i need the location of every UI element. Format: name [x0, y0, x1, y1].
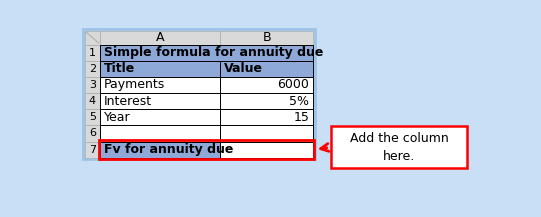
- Bar: [100, 44, 313, 61]
- Bar: [220, 93, 313, 109]
- Text: 4: 4: [89, 96, 96, 106]
- Bar: [220, 125, 313, 141]
- Text: Year: Year: [104, 111, 131, 124]
- Bar: [83, 29, 315, 159]
- Text: Add the column
here.: Add the column here.: [349, 132, 448, 163]
- Text: Interest: Interest: [104, 95, 152, 108]
- Text: 5%: 5%: [289, 95, 309, 108]
- Bar: [100, 125, 220, 141]
- Bar: [220, 141, 313, 158]
- Text: A: A: [156, 31, 164, 44]
- Text: Value: Value: [224, 62, 263, 75]
- Text: Simple formula for annuity due: Simple formula for annuity due: [104, 46, 324, 59]
- Text: B: B: [262, 31, 271, 44]
- Bar: [99, 140, 314, 159]
- Bar: [85, 44, 100, 61]
- Bar: [100, 31, 220, 44]
- Text: 2: 2: [89, 64, 96, 74]
- Text: 6000: 6000: [278, 78, 309, 91]
- Text: Title: Title: [104, 62, 135, 75]
- Text: 5: 5: [89, 112, 96, 122]
- Bar: [85, 77, 100, 93]
- Bar: [85, 109, 100, 125]
- Bar: [85, 61, 100, 77]
- Bar: [100, 61, 220, 77]
- Bar: [220, 77, 313, 93]
- Bar: [85, 31, 100, 44]
- Bar: [85, 93, 100, 109]
- Bar: [100, 141, 220, 158]
- Bar: [85, 125, 100, 141]
- Text: 15: 15: [294, 111, 309, 124]
- Text: 1: 1: [89, 48, 96, 58]
- Bar: [100, 93, 220, 109]
- Bar: [220, 31, 313, 44]
- Text: Payments: Payments: [104, 78, 166, 91]
- Bar: [220, 109, 313, 125]
- Bar: [220, 61, 313, 77]
- Bar: [85, 141, 100, 158]
- Bar: [100, 77, 220, 93]
- Text: 3: 3: [89, 80, 96, 90]
- Text: 7: 7: [89, 145, 96, 155]
- Bar: [100, 109, 220, 125]
- Bar: [331, 126, 467, 168]
- Text: 6: 6: [89, 128, 96, 138]
- Text: Fv for annuity due: Fv for annuity due: [104, 143, 233, 156]
